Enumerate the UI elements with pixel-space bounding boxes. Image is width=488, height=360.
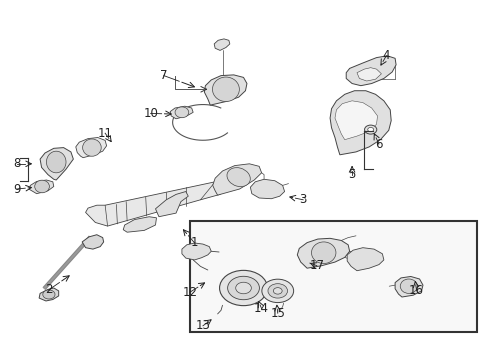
Text: 11: 11 [98, 127, 112, 140]
Polygon shape [394, 276, 422, 297]
Polygon shape [82, 235, 103, 249]
Ellipse shape [367, 127, 373, 132]
Text: 12: 12 [182, 286, 197, 299]
Text: 10: 10 [143, 107, 158, 120]
Polygon shape [29, 180, 54, 194]
Polygon shape [39, 288, 59, 301]
Text: 17: 17 [309, 259, 324, 272]
Text: 1: 1 [190, 237, 198, 249]
Polygon shape [76, 138, 106, 158]
Polygon shape [170, 106, 193, 119]
Text: 16: 16 [408, 284, 423, 297]
Polygon shape [334, 101, 377, 140]
Bar [189, 221, 476, 332]
Ellipse shape [212, 77, 239, 102]
Polygon shape [356, 68, 381, 81]
Polygon shape [182, 243, 211, 260]
Ellipse shape [219, 270, 267, 306]
Text: 4: 4 [382, 49, 389, 62]
Text: 8: 8 [13, 157, 21, 170]
Text: 9: 9 [13, 183, 21, 195]
Polygon shape [40, 148, 73, 180]
Polygon shape [85, 182, 227, 226]
Polygon shape [329, 91, 390, 155]
Polygon shape [204, 75, 246, 105]
Ellipse shape [364, 125, 376, 134]
Ellipse shape [399, 279, 416, 293]
Ellipse shape [273, 288, 282, 294]
Ellipse shape [46, 151, 66, 173]
Text: 6: 6 [374, 138, 382, 150]
Ellipse shape [267, 284, 287, 298]
Polygon shape [155, 192, 188, 217]
Ellipse shape [175, 107, 188, 118]
Text: 7: 7 [160, 69, 167, 82]
Text: 14: 14 [254, 302, 268, 315]
Text: 15: 15 [270, 307, 285, 320]
Ellipse shape [262, 279, 293, 302]
Ellipse shape [43, 290, 55, 299]
Ellipse shape [226, 168, 250, 186]
Text: 2: 2 [45, 283, 53, 296]
Text: 5: 5 [347, 168, 355, 181]
Text: 3: 3 [299, 193, 306, 206]
Polygon shape [214, 39, 229, 50]
Polygon shape [212, 164, 261, 195]
Polygon shape [123, 217, 156, 232]
Text: 13: 13 [195, 319, 210, 332]
Ellipse shape [311, 242, 335, 264]
Ellipse shape [227, 276, 259, 300]
Polygon shape [297, 238, 349, 268]
Polygon shape [346, 56, 395, 86]
Polygon shape [250, 179, 284, 199]
Ellipse shape [35, 180, 49, 193]
Ellipse shape [82, 139, 101, 156]
Ellipse shape [235, 282, 251, 294]
Polygon shape [346, 248, 383, 271]
